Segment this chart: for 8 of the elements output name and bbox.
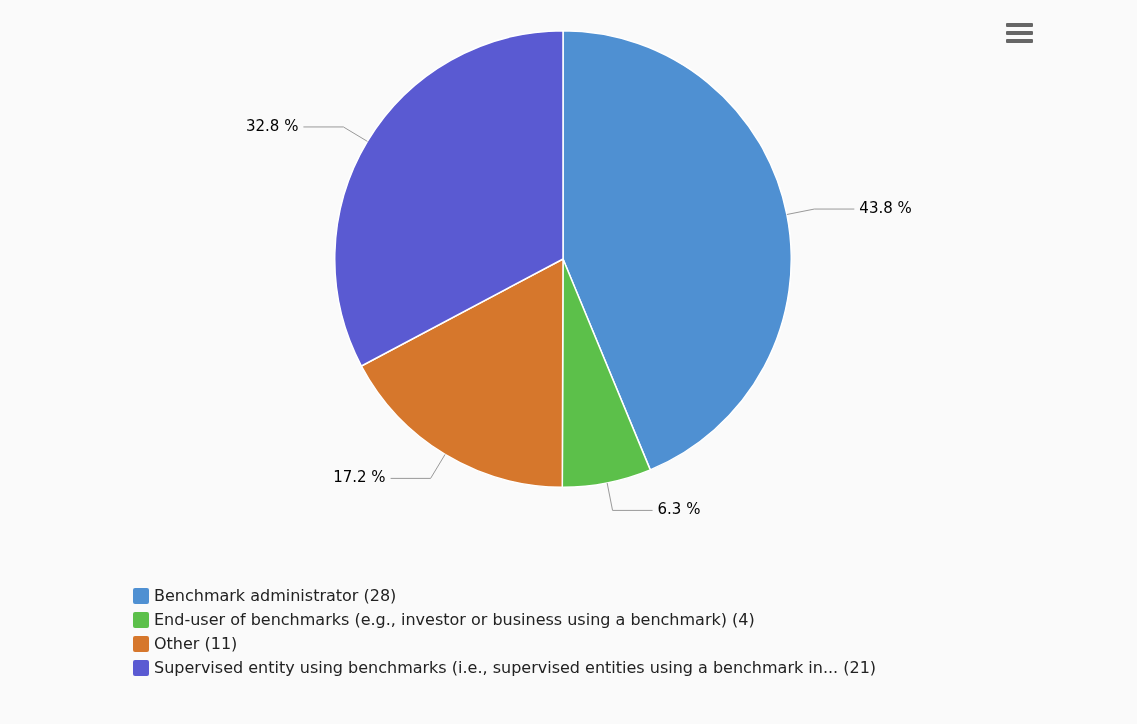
data-label: 6.3 % — [657, 500, 701, 519]
legend-label: Benchmark administrator (28) — [154, 585, 397, 607]
legend-label: Other (11) — [154, 633, 238, 655]
data-label: 32.8 % — [245, 116, 299, 135]
legend-label: End-user of benchmarks (e.g., investor or business using a benchmark) (4) — [154, 609, 755, 631]
data-label: 17.2 % — [333, 468, 386, 487]
data-label: 43.8 % — [859, 198, 912, 217]
legend-label: Supervised entity using benchmarks (i.e., supervised entities using a benchmark in... (21) — [154, 657, 877, 679]
